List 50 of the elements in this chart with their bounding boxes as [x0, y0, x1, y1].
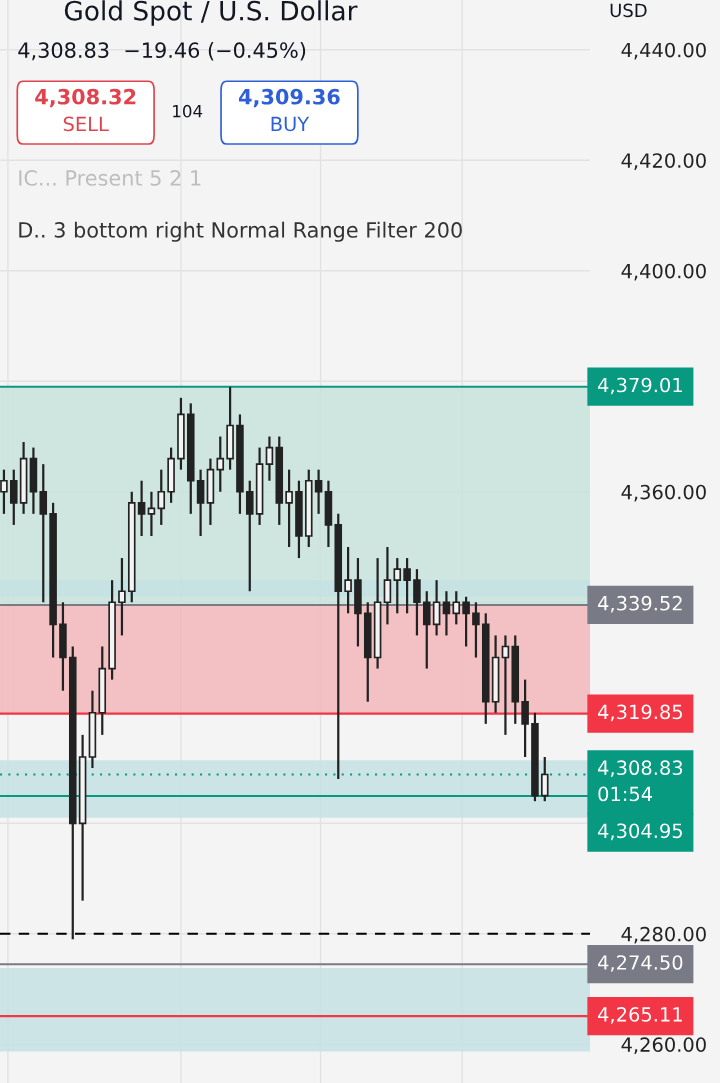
candlestick [314, 468, 323, 515]
candlestick [452, 590, 461, 626]
candlestick [540, 755, 549, 803]
candlestick [403, 556, 411, 615]
candlestick [462, 595, 470, 648]
candlestick [344, 545, 352, 615]
candlestick [39, 463, 48, 604]
ref-line-label: 4,274.50 [598, 955, 683, 972]
candlestick [245, 479, 254, 593]
ref-line-label: 4,308.83 [598, 760, 683, 778]
candlestick [285, 468, 293, 549]
candlestick [147, 490, 156, 538]
candlestick [196, 468, 205, 538]
candlestick [265, 435, 274, 482]
candlestick [521, 678, 529, 759]
candlestick [422, 590, 431, 670]
candlestick [0, 468, 8, 515]
ref-line-label: 4,265.11 [598, 1007, 682, 1024]
y-tick-label: 4,420.00 [621, 153, 706, 170]
chart-title: Gold Spot / U.S. Dollar [64, 0, 358, 26]
annotation: 104 [173, 104, 203, 118]
y-tick-label: 4,280.00 [621, 926, 706, 944]
annotation: SELL [63, 116, 109, 132]
annotation: D.. 3 bottom right Normal Range Filter 200 [19, 221, 462, 242]
ref-line-label: 4,319.85 [598, 704, 682, 722]
candlestick [413, 568, 421, 637]
candlestick [157, 468, 166, 527]
candlestick [216, 435, 225, 493]
candlestick [432, 579, 441, 637]
text: 4,308.83 −19.46 (−0.45%) [18, 41, 306, 61]
ref-line-label: 4,304.95 [598, 823, 682, 841]
y-tick-label: 4,400.00 [621, 263, 706, 281]
y-tick-label: 4,260.00 [621, 1037, 706, 1054]
annotation: 4,308.32 [35, 88, 136, 108]
y-tick-label: 4,440.00 [621, 42, 706, 60]
y-tick-label: 4,360.00 [621, 484, 706, 502]
candlestick [472, 601, 480, 659]
ref-line-label: 4,339.52 [598, 595, 682, 613]
ref-line-label: 4,379.01 [598, 377, 682, 395]
candlestick [137, 479, 146, 538]
annotation: 4,309.36 [238, 88, 340, 108]
candlestick [501, 634, 510, 736]
annotation: BUY [271, 116, 310, 132]
candlestick [9, 468, 18, 527]
candlestick [118, 556, 126, 637]
candlestick [393, 556, 402, 615]
candlestick [442, 590, 451, 637]
text: 01:54 [598, 786, 653, 802]
text: USD [610, 3, 647, 18]
candlestick [383, 545, 392, 626]
